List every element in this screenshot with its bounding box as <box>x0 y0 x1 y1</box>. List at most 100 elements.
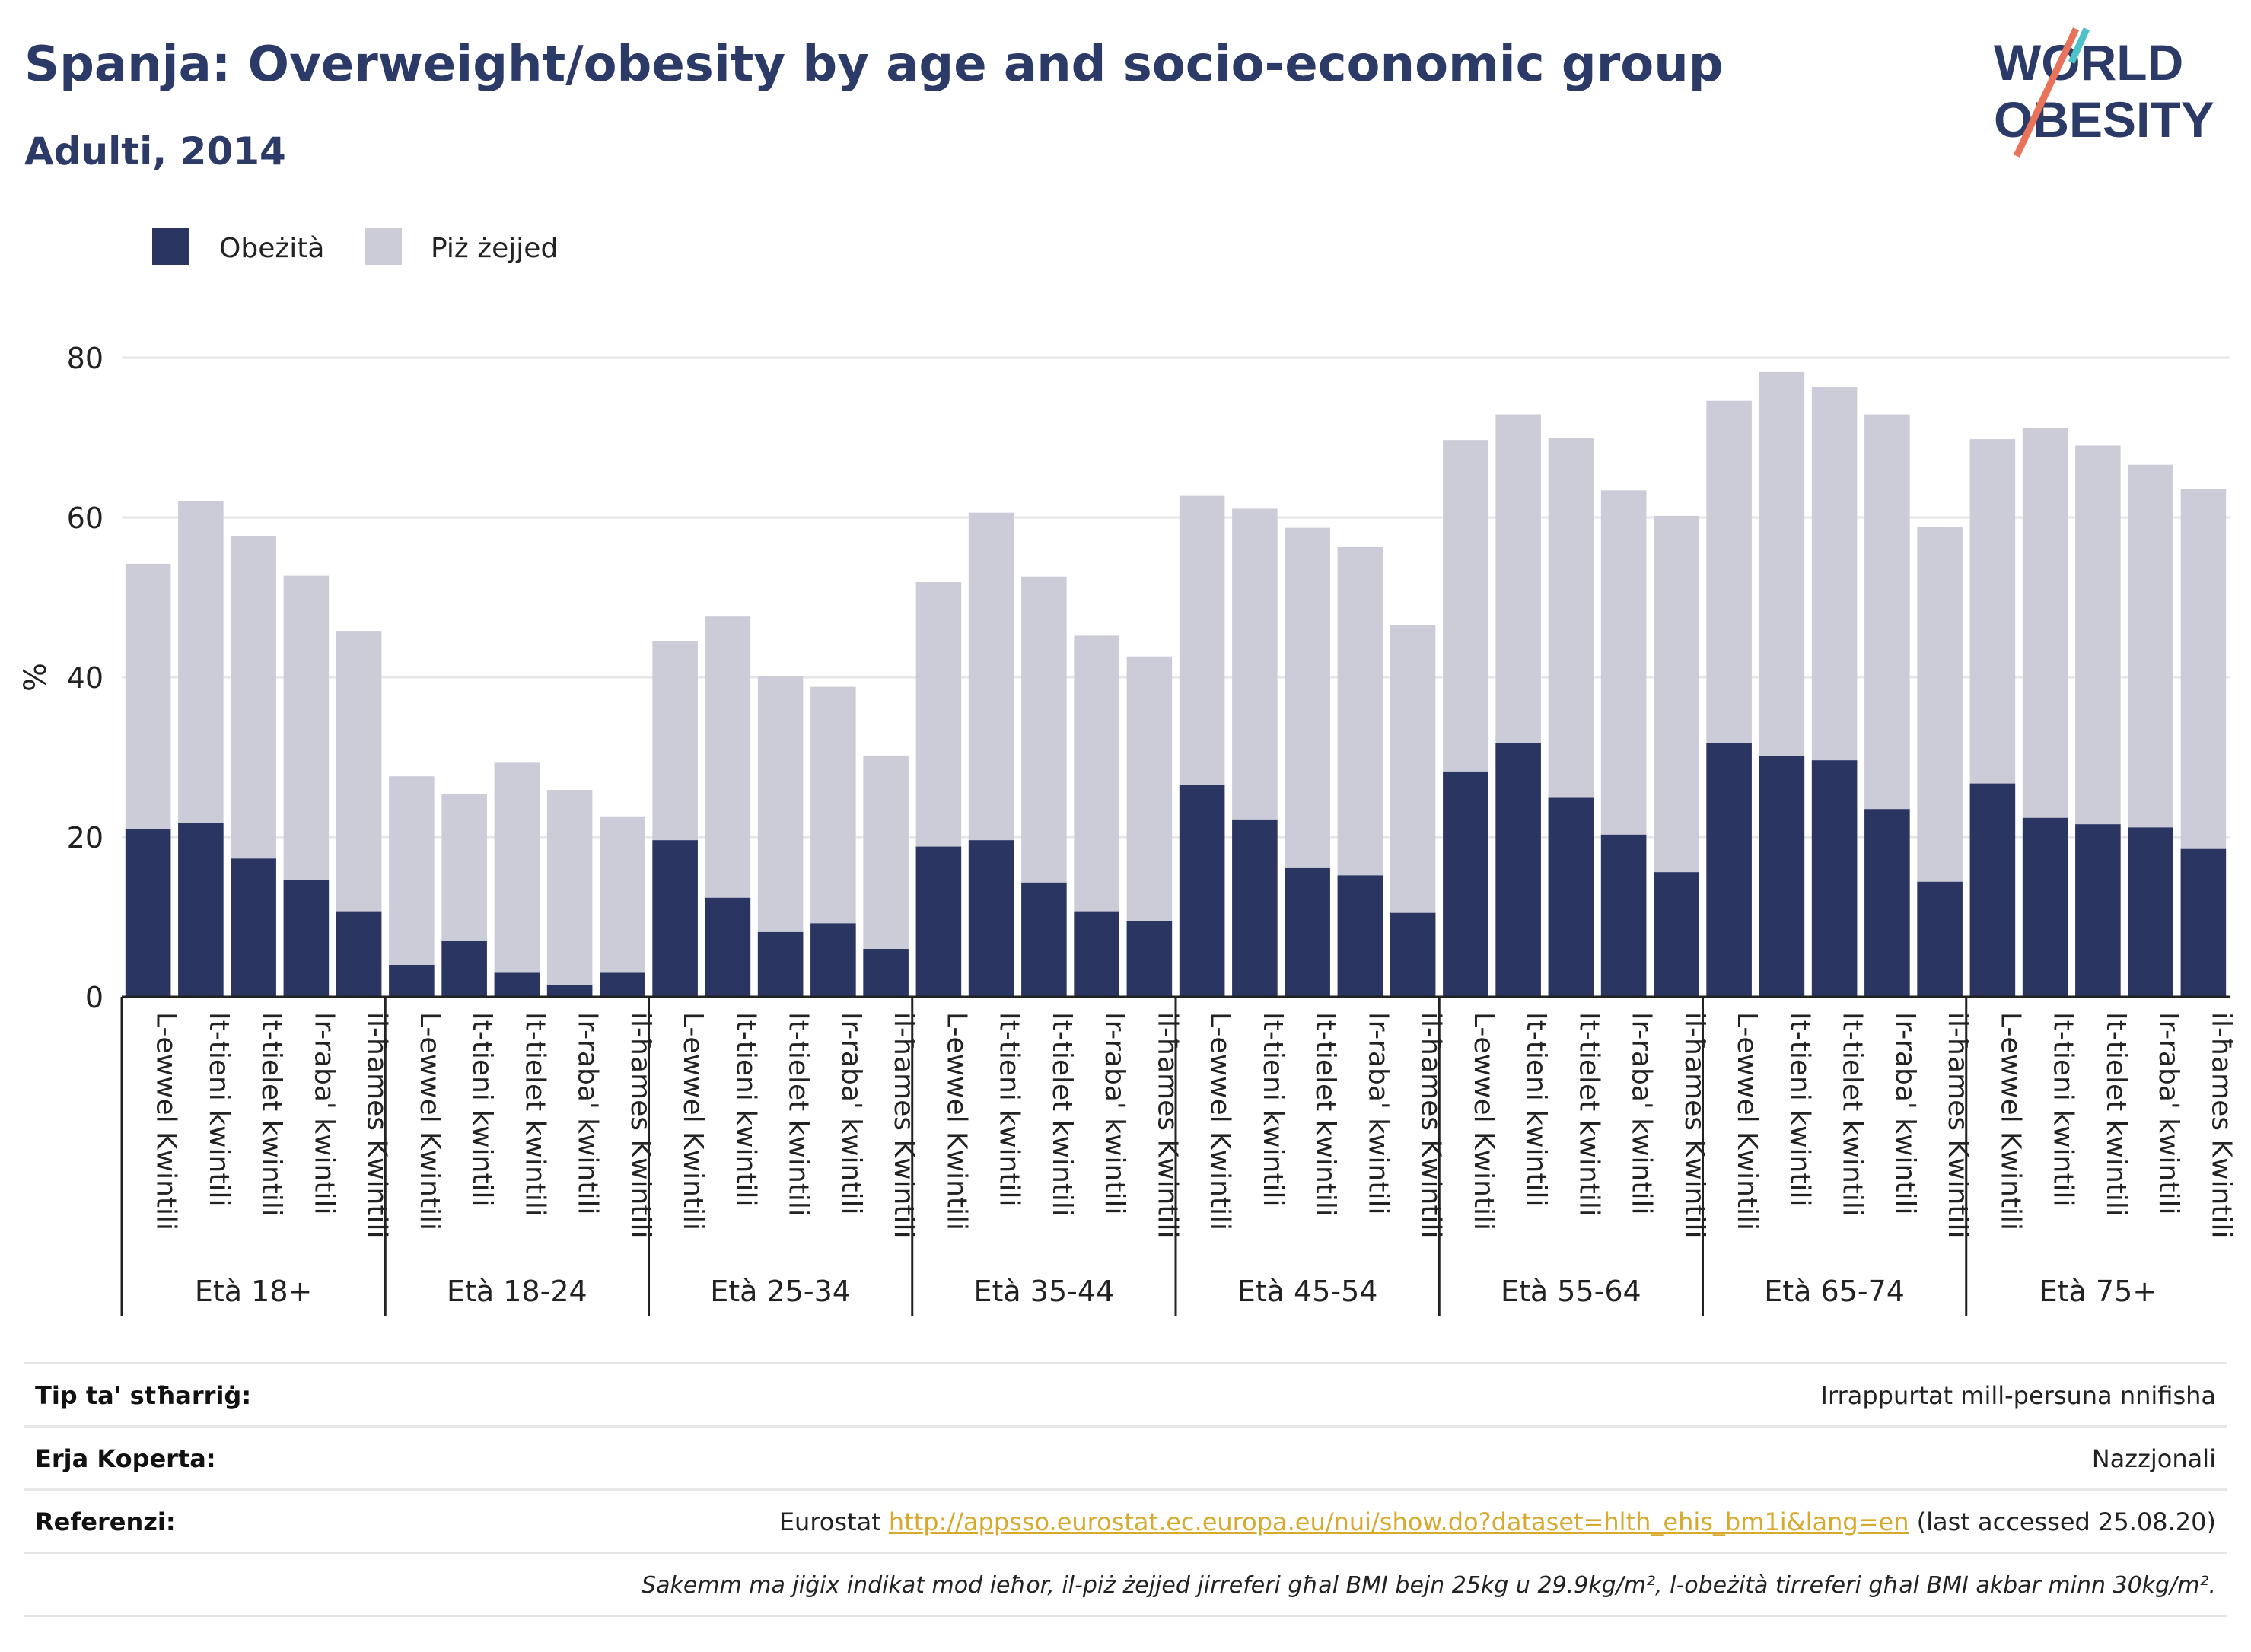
bar-obesity <box>283 880 330 997</box>
x-category-label: Ir-raba' kwintili <box>2153 1012 2184 1214</box>
world-obesity-logo: WORLD OBESITY <box>1994 27 2214 158</box>
x-category-label: It-tielet kwintili <box>256 1012 287 1217</box>
y-tick-label: 20 <box>67 821 103 855</box>
bars <box>125 371 2227 998</box>
x-group-label: Età 35-44 <box>974 1275 1115 1308</box>
references-prefix: Eurostat <box>778 1507 889 1536</box>
x-category-label: il-ħames Kwintili <box>2205 1012 2237 1238</box>
y-tick-label: 60 <box>67 501 103 535</box>
bar-obesity <box>1811 760 1858 997</box>
legend-label-overweight: Piż żejjed <box>431 233 558 264</box>
bar-obesity <box>1706 743 1752 997</box>
logo-slash-teal <box>2068 27 2090 64</box>
x-category-label: Ir-raba' kwintili <box>572 1012 603 1214</box>
x-category-label: It-tieni kwintili <box>203 1012 234 1206</box>
references-suffix: (last accessed 25.08.20) <box>1909 1507 2216 1536</box>
bar-obesity <box>652 840 698 997</box>
info-row-references: Referenzi: Eurostat http://appsso.eurost… <box>24 1488 2227 1552</box>
y-axis: 0 20 40 60 80 <box>67 342 103 1014</box>
bar-obesity <box>1917 881 1963 997</box>
x-category-label: It-tielet kwintili <box>1310 1012 1341 1217</box>
bar-overweight <box>546 790 593 997</box>
bar-obesity <box>1179 785 1225 997</box>
bar-obesity <box>1285 867 1330 997</box>
bar-obesity <box>231 858 276 997</box>
x-category-label: L-ewwel Kwintili <box>1205 1012 1236 1230</box>
logo-slash-red <box>2013 27 2080 158</box>
x-group-label: Età 65-74 <box>1764 1275 1905 1308</box>
bar-obesity <box>915 846 962 997</box>
legend-swatch-obesity <box>152 228 189 265</box>
x-category-label: It-tieni kwintili <box>1520 1012 1552 1206</box>
bar-obesity <box>2022 817 2068 997</box>
references-value: Eurostat http://appsso.eurostat.ec.europ… <box>779 1507 2216 1536</box>
bar-obesity <box>1495 743 1541 997</box>
legend-swatch-overweight <box>365 228 402 265</box>
x-category-label: It-tieni kwintili <box>2048 1012 2079 1206</box>
x-category-label: It-tielet kwintili <box>783 1012 814 1217</box>
x-category-label: Ir-raba' kwintili <box>308 1012 339 1214</box>
bar-obesity <box>1390 912 1436 997</box>
bmi-note: Sakemm ma jiġix indikat mod ieħor, il-pi… <box>642 1572 2216 1599</box>
bar-obesity <box>1600 834 1647 997</box>
survey-type-value: Irrappurtat mill-persuna nnifisha <box>1820 1381 2216 1410</box>
x-category-label: It-tieni kwintili <box>730 1012 761 1206</box>
logo-line1: WORLD <box>1994 34 2183 91</box>
x-category-label: It-tieni kwintili <box>1257 1012 1288 1206</box>
y-tick-label: 0 <box>85 981 103 1014</box>
bar-obesity <box>1969 783 2016 997</box>
bar-overweight <box>389 776 435 997</box>
bar-obesity <box>1443 771 1488 997</box>
x-category-label: It-tieni kwintili <box>1784 1012 1815 1206</box>
x-category-label: It-tieni kwintili <box>466 1012 498 1206</box>
bar-obesity <box>810 923 856 997</box>
x-category-label: il-ħames Kwintili <box>1415 1012 1447 1238</box>
x-axis: L-ewwel Kwintili It-tieni kwintili It-tiel… <box>120 995 2237 1316</box>
bar-obesity <box>389 965 435 997</box>
x-category-label: L-ewwel Kwintili <box>414 1012 445 1230</box>
bar-overweight <box>494 762 540 997</box>
bar-obesity <box>1654 872 1699 997</box>
bar-obesity <box>2075 824 2121 997</box>
x-group-label: Età 18-24 <box>447 1275 587 1308</box>
area-covered-value: Nazzjonali <box>2091 1444 2216 1473</box>
x-group-label: Età 55-64 <box>1501 1275 1641 1308</box>
x-category-label: Ir-raba' kwintili <box>1890 1012 1921 1214</box>
x-group-label: Età 75+ <box>2039 1275 2157 1308</box>
references-label: Referenzi: <box>35 1507 176 1536</box>
x-category-label: L-ewwel Kwintili <box>1995 1012 2026 1230</box>
bar-obesity <box>1337 875 1383 997</box>
bar-obesity <box>178 823 224 997</box>
y-axis-label: % <box>18 663 53 692</box>
bar-obesity <box>1021 882 1067 997</box>
x-category-label: It-tieni kwintili <box>994 1012 1025 1206</box>
bar-obesity <box>441 941 487 997</box>
x-category-label: il-ħames Kwintili <box>888 1012 919 1238</box>
legend-label-obesity: Obeżità <box>219 233 324 264</box>
x-category-label: It-tielet kwintili <box>1573 1012 1604 1217</box>
references-link[interactable]: http://appsso.eurostat.ec.europa.eu/nui/… <box>888 1507 1909 1536</box>
x-category-label: il-ħames Kwintili <box>625 1012 656 1238</box>
x-category-label: il-ħames Kwintili <box>361 1012 393 1238</box>
info-table: Tip ta' stħarriġ: Irrappurtat mill-persu… <box>24 1362 2227 1617</box>
x-category-label: Ir-raba' kwintili <box>1362 1012 1393 1214</box>
x-category-label: It-tielet kwintili <box>2100 1012 2132 1217</box>
bar-overweight <box>600 816 645 997</box>
bar-obesity <box>863 949 909 997</box>
info-row-area-covered: Erja Koperta: Nazzjonali <box>24 1425 2227 1488</box>
bar-obesity <box>1074 911 1119 997</box>
x-group-label: Età 25-34 <box>710 1275 851 1308</box>
bar-obesity <box>494 972 540 997</box>
bar-obesity <box>968 840 1014 997</box>
x-category-label: L-ewwel Kwintili <box>151 1012 182 1230</box>
bar-obesity <box>546 985 593 997</box>
x-group-label: Età 18+ <box>195 1275 312 1308</box>
bar-obesity <box>2180 848 2227 997</box>
x-group-label: Età 45-54 <box>1237 1275 1378 1308</box>
x-category-label: L-ewwel Kwintili <box>941 1012 972 1230</box>
y-tick-label: 40 <box>67 661 103 695</box>
x-category-label: il-ħames Kwintili <box>1679 1012 1710 1238</box>
bar-obesity <box>600 972 645 997</box>
bar-obesity <box>705 897 751 997</box>
bar-obesity <box>1126 921 1173 997</box>
